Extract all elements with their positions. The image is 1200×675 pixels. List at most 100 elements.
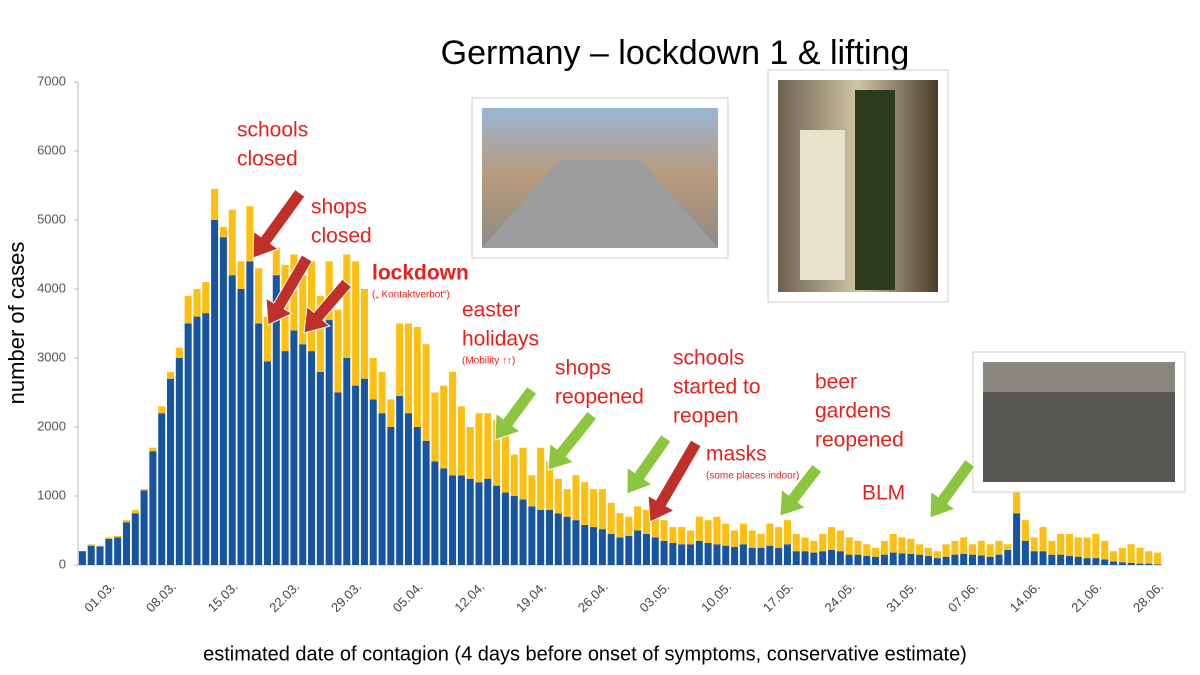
bar-segment bbox=[766, 523, 774, 546]
bar-segment bbox=[387, 399, 395, 427]
arrow bbox=[494, 385, 538, 441]
bar-segment bbox=[1004, 544, 1012, 550]
bar-segment bbox=[1136, 563, 1144, 565]
bar-segment bbox=[660, 520, 668, 541]
bar-segment bbox=[431, 461, 439, 565]
bar-segment bbox=[889, 552, 897, 565]
bar-segment bbox=[598, 489, 606, 530]
bar-segment bbox=[695, 540, 703, 565]
bar-segment bbox=[977, 555, 985, 565]
x-tick-label: 26.04. bbox=[575, 579, 611, 615]
bar-segment bbox=[1057, 533, 1065, 555]
bar-segment bbox=[475, 482, 483, 565]
bar-segment bbox=[1145, 551, 1153, 564]
bar-segment bbox=[625, 536, 633, 565]
arrow bbox=[265, 254, 313, 326]
bar-segment bbox=[916, 554, 924, 565]
x-tick-label: 12.04. bbox=[451, 579, 487, 615]
annotation: masks bbox=[706, 443, 767, 466]
bar-segment bbox=[669, 527, 677, 543]
bar-segment bbox=[378, 371, 386, 414]
bar-segment bbox=[457, 475, 465, 565]
bar-segment bbox=[942, 544, 950, 557]
bar-segment bbox=[660, 540, 668, 565]
bar-segment bbox=[924, 556, 932, 565]
bar-segment bbox=[1118, 547, 1126, 563]
bar-segment bbox=[1154, 564, 1162, 565]
bar-segment bbox=[722, 523, 730, 546]
x-tick-label: 17.05. bbox=[760, 579, 796, 615]
bar-segment bbox=[819, 533, 827, 552]
bar-segment bbox=[968, 544, 977, 555]
bar-segment bbox=[827, 549, 836, 565]
bar-segment bbox=[360, 378, 368, 565]
x-tick-label: 05.04. bbox=[390, 579, 426, 615]
bar-segment bbox=[995, 540, 1003, 555]
bar-segment bbox=[924, 547, 932, 557]
bar-segment bbox=[140, 490, 148, 565]
bar-segment bbox=[731, 547, 739, 565]
bar-segment bbox=[739, 523, 747, 545]
bar-segment bbox=[563, 516, 571, 565]
bar-segment bbox=[1021, 520, 1029, 541]
bar-segment bbox=[607, 533, 615, 565]
annotation: reopen bbox=[673, 405, 738, 428]
bar-segment bbox=[872, 547, 880, 557]
annotation: holidays bbox=[462, 328, 539, 351]
bar-segment bbox=[757, 547, 765, 565]
bar-segment bbox=[263, 361, 272, 565]
bar-segment bbox=[1057, 554, 1065, 565]
bar-segment bbox=[1013, 513, 1021, 565]
bar-segment bbox=[625, 516, 633, 537]
bar-segment bbox=[96, 546, 104, 565]
x-tick-label: 10.05. bbox=[698, 579, 734, 615]
bar-segment bbox=[325, 261, 333, 321]
bar-segment bbox=[184, 323, 192, 565]
x-tick-label: 29.03. bbox=[328, 579, 364, 615]
bar-segment bbox=[616, 513, 624, 538]
bar-segment bbox=[572, 475, 580, 521]
photo-crowd bbox=[972, 351, 1186, 493]
bar-segment bbox=[343, 358, 351, 565]
bar-segment bbox=[1013, 492, 1021, 514]
x-tick-label: 01.03. bbox=[81, 579, 117, 615]
bar-segment bbox=[457, 406, 465, 476]
x-tick-label: 24.05. bbox=[822, 579, 858, 615]
bar-segment bbox=[413, 427, 421, 565]
y-tick-label: 5000 bbox=[37, 211, 66, 226]
bar-segment bbox=[1048, 540, 1056, 555]
bar-segment bbox=[1039, 527, 1047, 552]
bar-segment bbox=[748, 547, 756, 565]
bar-segment bbox=[316, 295, 324, 372]
bar-segment bbox=[1145, 563, 1153, 565]
arrow bbox=[626, 433, 672, 495]
bar-segment bbox=[801, 551, 809, 565]
bar-segment bbox=[140, 489, 148, 491]
bar-segment bbox=[167, 371, 175, 379]
bar-segment bbox=[651, 537, 659, 565]
bar-segment bbox=[845, 537, 853, 555]
bar-segment bbox=[854, 540, 862, 555]
bar-segment bbox=[122, 520, 130, 523]
x-tick-label: 22.03. bbox=[266, 579, 302, 615]
bar-segment bbox=[1110, 551, 1118, 562]
bar-segment bbox=[722, 545, 730, 565]
annotation: easter bbox=[462, 299, 520, 322]
bar-segment bbox=[167, 378, 175, 565]
bar-segment bbox=[986, 556, 994, 565]
x-tick-label: 07.06. bbox=[945, 579, 981, 615]
bar-segment bbox=[951, 540, 959, 555]
bar-segment bbox=[396, 323, 404, 396]
bar-segment bbox=[1030, 537, 1038, 552]
bar-segment bbox=[510, 496, 518, 565]
bar-segment bbox=[519, 447, 527, 500]
bar-segment bbox=[299, 275, 307, 345]
bar-segment bbox=[255, 268, 263, 324]
chart-title: Germany – lockdown 1 & lifting bbox=[441, 34, 910, 72]
bar-segment bbox=[1110, 561, 1118, 565]
x-tick-label: 21.06. bbox=[1068, 579, 1104, 615]
bar-segment bbox=[827, 527, 836, 550]
bar-segment bbox=[1021, 540, 1029, 565]
bar-segment bbox=[501, 492, 509, 565]
